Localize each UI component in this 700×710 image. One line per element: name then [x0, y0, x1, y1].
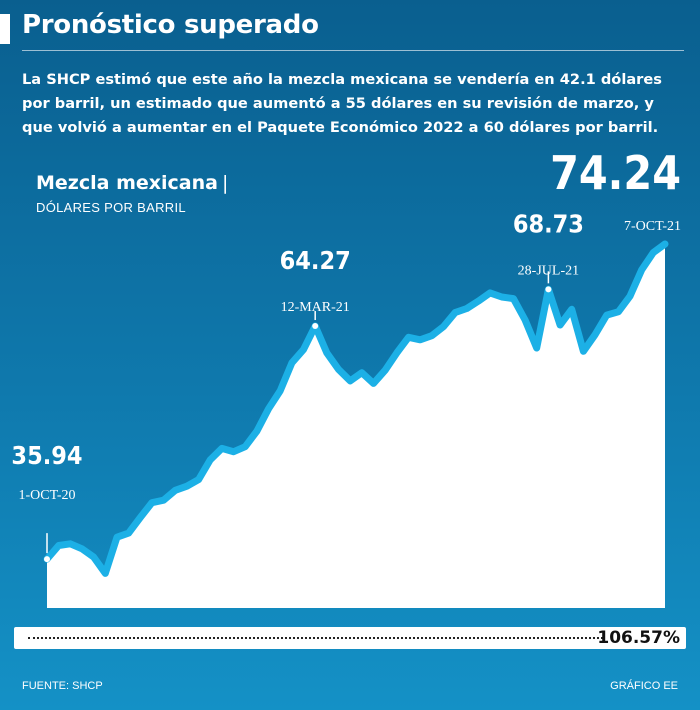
graphic-credit: GRÁFICO EE: [610, 680, 678, 692]
data-point: [81, 547, 83, 550]
data-point: [605, 314, 608, 316]
chart-title: Pronóstico superado: [22, 10, 319, 40]
data-point: [291, 362, 293, 364]
data-point: [664, 243, 666, 245]
data-point: [535, 347, 538, 349]
data-point: [244, 445, 247, 448]
data-point: [582, 350, 585, 353]
series-name: Mezcla mexicana |: [36, 172, 229, 194]
data-point: [57, 544, 60, 547]
annotation-date: 28-JUL-21: [518, 263, 579, 278]
data-point: [256, 430, 258, 432]
change-percent-label: 106.57%: [597, 628, 680, 648]
data-point: [442, 325, 445, 328]
data-point: [419, 338, 421, 341]
annotation-date: 7-OCT-21: [624, 219, 681, 234]
data-point: [337, 368, 340, 371]
data-point: [559, 324, 561, 326]
annotation-marker: [44, 556, 50, 563]
data-point: [454, 311, 456, 314]
data-point: [361, 371, 363, 374]
annotation-value: 64.27: [280, 246, 351, 275]
data-point: [232, 450, 235, 453]
data-point: [69, 543, 72, 545]
annotation-marker: [312, 323, 319, 330]
data-point: [326, 352, 328, 354]
data-point: [174, 489, 177, 492]
data-point: [617, 310, 620, 313]
data-point: [384, 369, 386, 372]
data-point: [349, 380, 351, 382]
data-point: [570, 308, 573, 311]
data-point: [524, 319, 526, 321]
data-point: [629, 295, 631, 297]
data-point: [652, 251, 655, 254]
annotation-value: 68.73: [513, 209, 584, 238]
data-point: [512, 297, 515, 300]
data-point: [221, 447, 223, 450]
data-point: [209, 459, 212, 461]
annotation-marker: [545, 286, 552, 293]
data-point: [407, 336, 410, 339]
annotation-value: 74.24: [550, 146, 681, 200]
series-unit: DÓLARES POR BARRIL: [36, 200, 186, 215]
data-point: [186, 485, 188, 488]
data-point: [127, 532, 130, 534]
annotation-date: 12-MAR-21: [281, 300, 350, 315]
price-area: [47, 244, 665, 608]
data-point: [500, 296, 503, 298]
data-point: [302, 348, 305, 351]
data-point: [92, 556, 95, 558]
data-point: [104, 572, 107, 575]
data-point: [116, 536, 118, 539]
data-point: [139, 516, 142, 519]
price-line: [43, 240, 669, 577]
data-point: [267, 408, 270, 410]
data-point: [465, 307, 468, 310]
data-point: [197, 478, 200, 481]
change-bar: 106.57%: [14, 627, 686, 649]
data-point: [151, 501, 153, 504]
data-point: [594, 334, 596, 336]
change-bar-dotted-line: [28, 637, 603, 639]
price-chart: 35.94 1-OCT-20 64.27 12-MAR-21 68.73 28-JUL-2…: [11, 146, 681, 608]
title-divider: [22, 50, 684, 51]
data-point: [396, 352, 398, 354]
title-accent-bar: [0, 14, 10, 44]
annotation-date: 1-OCT-20: [18, 488, 75, 503]
data-point: [640, 269, 643, 271]
data-point: [477, 300, 480, 302]
intro-text: La SHCP estimó que este año la mezcla me…: [22, 71, 662, 136]
data-point: [489, 292, 491, 294]
data-point: [372, 382, 375, 385]
data-point: [279, 389, 282, 392]
data-point: [430, 334, 433, 337]
annotation-value: 35.94: [11, 441, 82, 470]
data-point: [162, 499, 165, 502]
source-note: FUENTE: SHCP: [22, 680, 103, 692]
